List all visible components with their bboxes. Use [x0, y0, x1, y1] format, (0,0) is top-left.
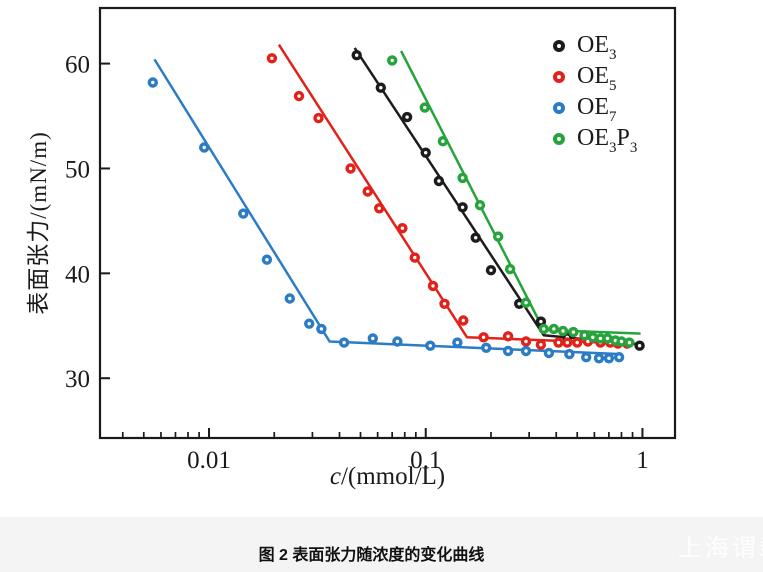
data-point-center: [582, 333, 587, 337]
figure-caption: 图 2 表面张力随浓度的变化曲线: [258, 547, 485, 564]
data-point-center: [517, 302, 521, 306]
data-point-center: [598, 336, 603, 341]
data-point-center: [474, 236, 478, 240]
data-point-center: [366, 189, 370, 194]
y-tick-label: 40: [65, 261, 90, 288]
y-tick-label: 50: [65, 156, 90, 183]
plot-border: [98, 6, 677, 440]
chart-svg: 0.01 0.1 1 30 40 50 60: [0, 0, 763, 517]
data-point-center: [151, 80, 155, 85]
data-point-center: [441, 139, 445, 143]
data-point-center: [316, 116, 321, 120]
data-point-center: [442, 302, 447, 306]
data-point-center: [565, 340, 569, 345]
x-axis-ticks: 0.01 0.1 1: [121, 428, 649, 474]
data-point-center: [567, 352, 572, 356]
data-point-center: [597, 356, 601, 360]
data-point-center: [455, 340, 460, 345]
data-point-center: [508, 267, 512, 271]
data-point-center: [619, 339, 624, 344]
data-point-center: [524, 339, 528, 344]
data-point-center: [461, 318, 465, 323]
data-point-center: [613, 338, 618, 343]
data-point-center: [561, 329, 565, 333]
caption-band: 图 2 表面张力随浓度的变化曲线 上海谓载: [0, 517, 763, 572]
data-point-center: [265, 258, 269, 262]
data-point-center: [506, 334, 510, 338]
data-point-center: [556, 340, 561, 345]
data-point-center: [395, 339, 400, 344]
data-point-center: [342, 340, 346, 345]
data-point-center: [481, 335, 486, 339]
y-axis-ticks: 30 40 50 60: [65, 52, 110, 393]
x-tick-label: 1: [636, 447, 649, 474]
figure-background: [0, 0, 763, 517]
data-point-center: [524, 301, 528, 305]
data-point-center: [288, 296, 292, 301]
data-point-center: [584, 355, 588, 359]
data-point-center: [484, 346, 488, 350]
data-point-center: [405, 115, 409, 119]
data-point-center: [478, 203, 482, 207]
data-point-center: [542, 327, 546, 331]
data-point-center: [586, 339, 590, 344]
data-point-center: [605, 336, 610, 341]
data-point-center: [571, 330, 576, 334]
data-point-center: [348, 166, 353, 171]
data-point-center: [539, 343, 543, 347]
data-point-center: [371, 336, 375, 341]
x-tick-label: 0.01: [187, 447, 231, 474]
data-point-center: [307, 322, 311, 326]
data-point-center: [460, 205, 465, 209]
data-point-center: [627, 340, 632, 345]
data-point-center: [297, 94, 301, 98]
data-point-center: [379, 86, 383, 90]
y-tick-label: 30: [65, 366, 90, 393]
data-point-center: [423, 105, 427, 110]
x-tick-label: 0.1: [410, 447, 441, 474]
data-point-center: [413, 255, 417, 260]
data-point-center: [424, 151, 428, 155]
data-point-center: [390, 58, 394, 63]
data-point-center: [241, 211, 245, 216]
data-point-center: [575, 340, 579, 345]
data-point-center: [319, 327, 324, 331]
data-point-center: [460, 176, 465, 180]
data-point-center: [547, 351, 551, 355]
data-point-center: [539, 319, 543, 324]
data-point-center: [400, 226, 405, 230]
data-point-center: [428, 344, 432, 348]
data-point-center: [637, 344, 642, 348]
data-point-center: [431, 284, 435, 288]
series-oe3p3-points: [387, 55, 635, 348]
data-point-center: [524, 349, 528, 353]
data-point-center: [377, 206, 381, 210]
data-point-center: [552, 327, 556, 331]
data-point-center: [489, 268, 493, 272]
series-oe7-points: [147, 77, 625, 364]
data-point-center: [202, 145, 206, 150]
data-point-center: [437, 179, 441, 183]
data-point-center: [355, 53, 359, 57]
data-point-center: [496, 234, 500, 239]
data-point-center: [617, 355, 621, 359]
data-point-center: [506, 349, 510, 353]
data-point-center: [591, 335, 595, 339]
data-point-center: [607, 356, 611, 360]
watermark-text: 上海谓载: [678, 535, 763, 562]
y-tick-label: 60: [65, 52, 90, 79]
data-point-center: [270, 56, 274, 60]
